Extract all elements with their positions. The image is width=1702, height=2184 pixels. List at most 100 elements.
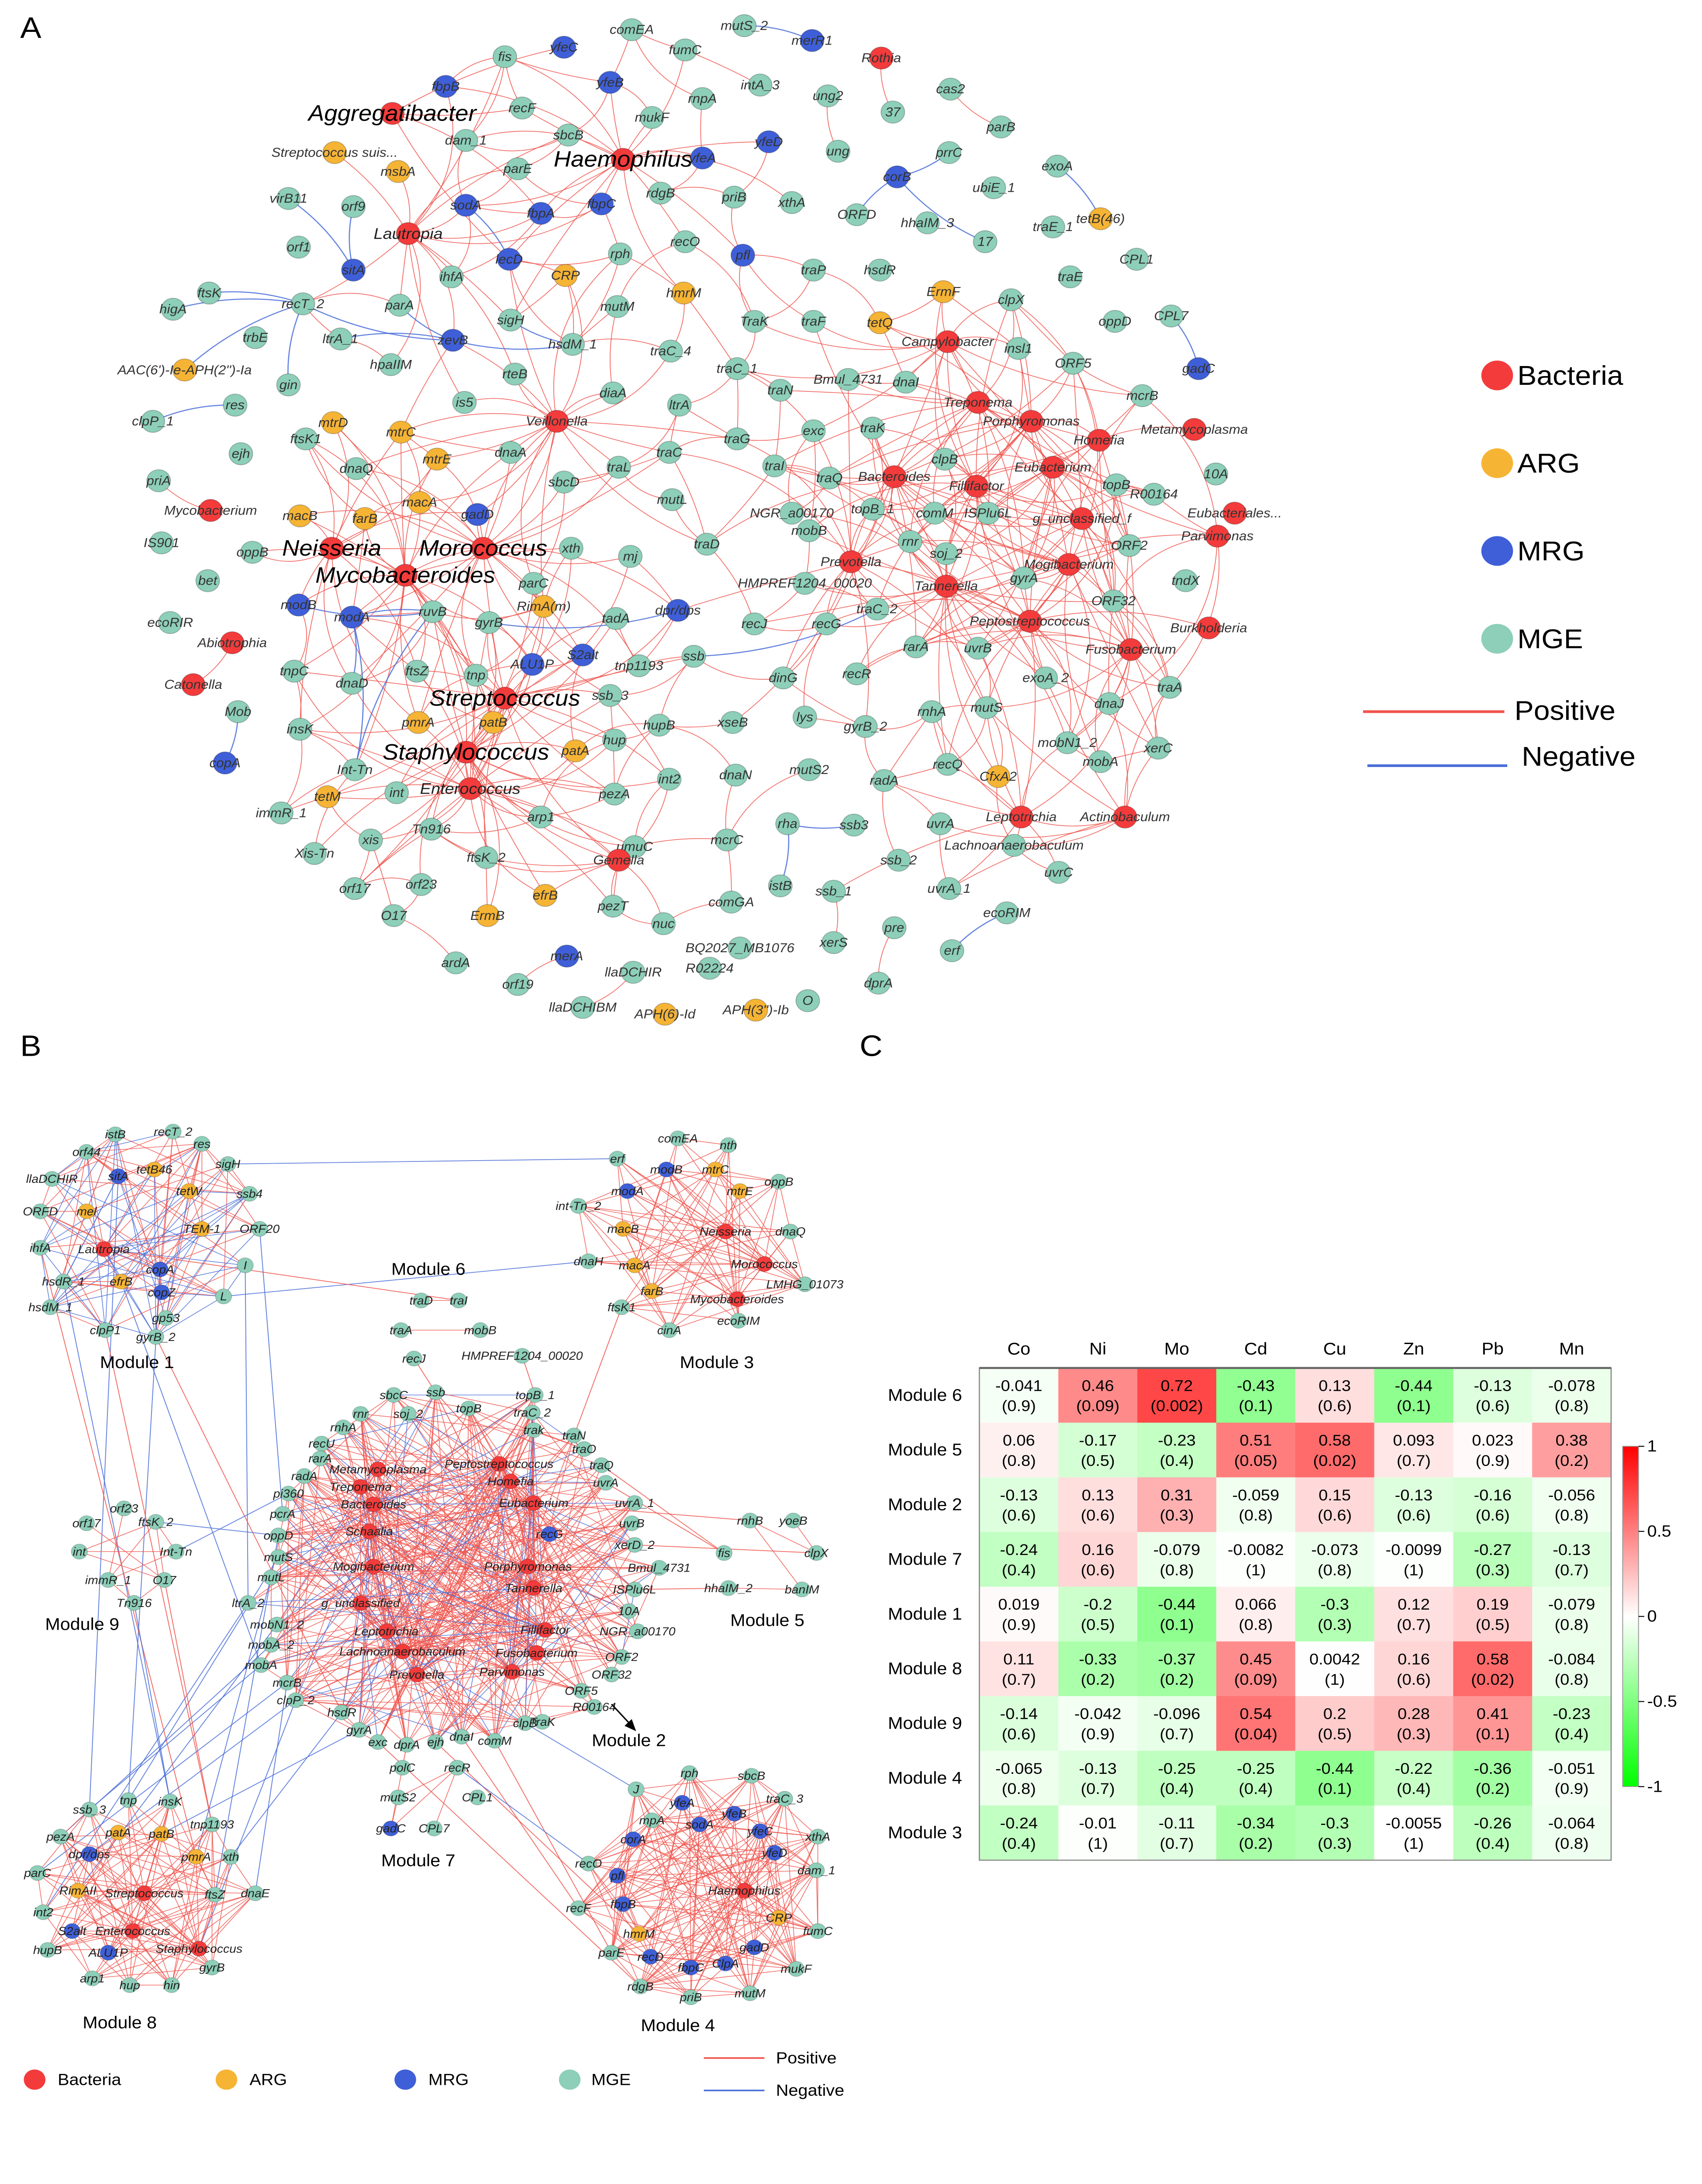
node-label: traD <box>694 537 720 551</box>
node-muts2: mutS2 <box>380 1789 416 1806</box>
heatmap-cell-value: -0.44 <box>1316 1760 1354 1777</box>
node-ihfa: ihfA <box>30 1240 51 1256</box>
positive-edge <box>390 233 421 365</box>
mge-node-icon <box>394 1759 411 1776</box>
positive-edge <box>744 1798 785 1891</box>
node-ssb: ssb <box>426 1384 445 1400</box>
node-label: rph <box>610 247 630 261</box>
node-label: nuc <box>652 916 675 931</box>
positive-edge <box>132 1931 199 1949</box>
positive-edge <box>578 1169 716 1206</box>
positive-edge <box>640 1967 691 1987</box>
heatmap-cell-pvalue: (0.8) <box>1555 1616 1589 1634</box>
heatmap-cell: -0.0082(1) <box>1216 1532 1296 1587</box>
arg-node-icon <box>743 999 768 1022</box>
heatmap-cell-pvalue: (0.6) <box>1002 1507 1036 1524</box>
node-orfd: ORFD <box>837 203 876 226</box>
node-label: topB <box>1102 477 1131 492</box>
bacteria-node-icon <box>220 631 245 654</box>
positive-edge <box>611 1789 637 1953</box>
mge-node-icon <box>1146 736 1171 760</box>
figure: fisyfeCcomEAfumCmutS_2merR1RothiafbpBAgg… <box>20 11 1677 2100</box>
heatmap-cell: 0.023(0.9) <box>1453 1423 1533 1478</box>
node-label: Lautropia <box>78 1243 130 1256</box>
positive-edge <box>198 1856 231 1949</box>
node-label: ltrA_2 <box>232 1597 264 1610</box>
heatmap-cell-fill <box>1453 1368 1533 1423</box>
heatmap-cell-pvalue: (0.05) <box>1234 1452 1277 1469</box>
node-leptotrichia: Leptotrichia <box>355 1623 418 1639</box>
node-label: traC_2 <box>856 602 898 616</box>
positive-edge <box>416 670 471 789</box>
positive-edge <box>417 670 505 699</box>
positive-edge <box>1108 601 1114 704</box>
arg-node-icon <box>406 711 431 734</box>
heatmap-cell-pvalue: (0.8) <box>1239 1616 1273 1634</box>
heatmap-cell-value: 0.16 <box>1082 1541 1114 1559</box>
heatmap-cell: 0.46(0.09) <box>1058 1368 1138 1423</box>
mge-node-icon <box>661 1322 678 1338</box>
negative-edge <box>121 1281 262 1666</box>
bacteria-node-icon <box>181 673 206 696</box>
positive-edge <box>483 482 565 549</box>
positive-edge <box>813 430 852 562</box>
node-label: traQ <box>816 471 842 485</box>
heatmap-cell-value: 0.15 <box>1319 1486 1351 1504</box>
positive-edge <box>276 1587 534 1625</box>
positive-edge <box>50 1211 87 1307</box>
negative-edge <box>134 1603 171 1802</box>
node-label: Tannerella <box>915 579 978 593</box>
positive-edge <box>578 1908 651 1957</box>
node-label: rdgB <box>627 1980 653 1993</box>
negative-edge <box>50 1249 104 1308</box>
mge-node-icon <box>351 1722 368 1738</box>
heatmap-cell-pvalue: (0.6) <box>1476 1507 1510 1524</box>
positive-edge <box>79 1551 165 1580</box>
mge-node-icon <box>915 211 940 235</box>
heatmap-cell-value: 0.54 <box>1239 1705 1272 1723</box>
positive-edge <box>1068 395 1143 565</box>
node-label: CPL7 <box>419 1822 451 1835</box>
heatmap-cell-fill <box>1216 1586 1296 1642</box>
node-label: g_unclassified <box>321 1597 401 1610</box>
heatmap-cell: 0.019(0.9) <box>979 1586 1059 1642</box>
node-ltra-1: ltrA_1 <box>322 327 358 351</box>
arg-node-icon <box>322 141 347 164</box>
node-label: arp1 <box>527 810 555 824</box>
positive-edge <box>633 1838 775 1853</box>
mge-node-icon <box>43 1171 61 1187</box>
bacteria-node-icon <box>519 1559 537 1575</box>
positive-edge <box>682 1803 751 1994</box>
node-patb: patB <box>148 1826 174 1842</box>
node-label: tnp1193 <box>190 1818 234 1831</box>
node-yfec: yfeC <box>549 35 579 59</box>
mrg-node-icon <box>682 1959 700 1976</box>
positive-edge <box>461 548 484 676</box>
positive-edge <box>774 1852 780 1918</box>
heatmap-cell-pvalue: (0.8) <box>1239 1507 1273 1524</box>
negative-edge <box>176 1493 289 1552</box>
positive-edge <box>778 1917 797 1969</box>
positive-edge <box>856 585 946 674</box>
heatmap-cell-fill <box>1532 1751 1612 1806</box>
positive-edge <box>829 421 1032 479</box>
mge-node-icon <box>1001 834 1026 857</box>
positive-edge <box>578 1206 738 1299</box>
mge-node-icon <box>780 501 804 525</box>
positive-edge <box>623 1890 745 1904</box>
node-label: dinG <box>769 671 797 685</box>
mrg-node-icon <box>800 29 825 52</box>
node-xerc: xerC <box>1143 736 1173 760</box>
node-s2alt: S2alt <box>567 643 599 667</box>
mge-node-icon <box>682 1989 700 2005</box>
node-label: insl1 <box>1004 341 1032 356</box>
node-lautropia: Lautropia <box>78 1241 130 1257</box>
mge-node-icon <box>797 519 822 543</box>
positive-edge <box>621 1306 739 1321</box>
positive-edge <box>118 1143 202 1177</box>
positive-edge <box>536 1631 638 1653</box>
node-comm: comM <box>916 501 953 525</box>
heatmap-cell-value: -0.051 <box>1548 1760 1595 1777</box>
mge-node-icon <box>606 456 631 479</box>
heatmap-cell-value: -0.22 <box>1395 1760 1433 1777</box>
